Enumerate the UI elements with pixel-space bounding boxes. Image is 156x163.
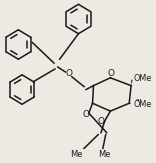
Text: O: O	[66, 69, 73, 78]
Text: O: O	[83, 110, 89, 119]
Text: OMe: OMe	[134, 74, 152, 83]
Polygon shape	[131, 80, 133, 86]
Text: Me: Me	[98, 150, 111, 159]
Text: O: O	[98, 117, 105, 126]
Text: O: O	[108, 69, 115, 78]
Text: ''': '''	[136, 99, 142, 108]
Text: OMe: OMe	[134, 100, 152, 109]
Text: Me: Me	[70, 150, 83, 159]
